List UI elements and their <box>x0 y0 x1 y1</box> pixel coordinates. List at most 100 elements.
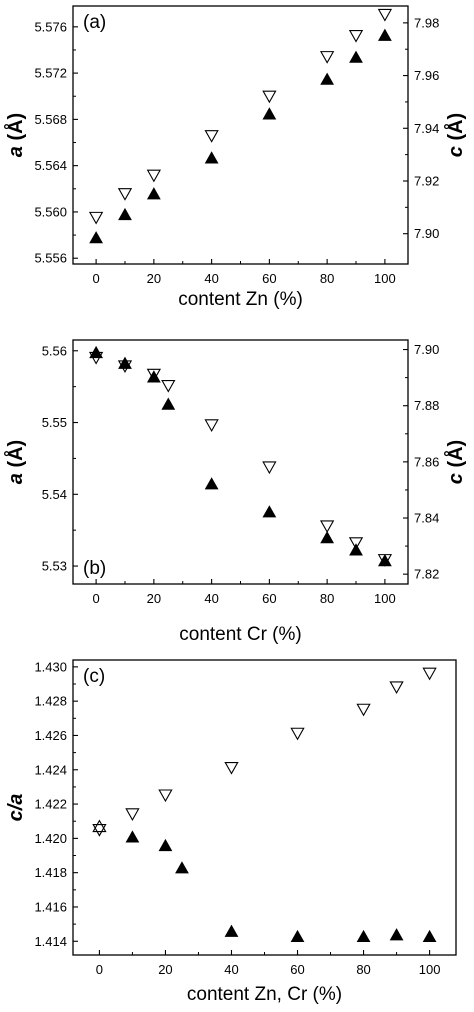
x-tick-label: 80 <box>320 591 334 606</box>
y2-tick-label: 7.90 <box>414 342 439 357</box>
y-tick-label: 5.56 <box>42 343 67 358</box>
y-tick-label: 1.416 <box>34 899 67 914</box>
y2-tick-label: 7.86 <box>414 454 439 469</box>
y-axis-left: 1.414 1.416 1.418 1.420 1.422 1.424 1.426 1.428… <box>5 659 78 949</box>
data-point-open-triangle-1 <box>117 188 133 201</box>
data-point-open-triangle-0 <box>88 351 104 365</box>
data-point-open-triangle-5 <box>389 681 404 695</box>
data-point-filled-triangle-1 <box>158 838 173 852</box>
y2-tick-label: 7.88 <box>414 398 439 413</box>
y-tick-label: 1.424 <box>34 762 67 777</box>
x-tick-label: 80 <box>356 962 370 977</box>
data-point-open-triangle-3 <box>290 727 305 741</box>
y2-tick-label: 7.84 <box>414 511 439 526</box>
x-axis-title: content Zn (%) <box>178 289 303 310</box>
panel-label: (b) <box>83 558 106 579</box>
x-axis-title: content Zn, Cr (%) <box>187 984 342 1005</box>
y-tick-label: 1.422 <box>34 797 67 812</box>
y-tick-label: 5.568 <box>34 112 67 127</box>
y-tick-label: 5.55 <box>42 415 67 430</box>
charts: 0 20 40 60 80 100 content Zn (%) 5.556 5.56 0 5.56… <box>3 5 467 1005</box>
data-point-open-triangle-6 <box>422 667 437 681</box>
x-tick-label: 60 <box>262 271 276 286</box>
panel-label: (c) <box>83 666 105 687</box>
data-point-filled-triangle-6 <box>320 531 335 544</box>
y-tick-label: 1.414 <box>34 934 67 949</box>
x-tick-label: 80 <box>320 271 334 286</box>
data-point-filled-triangle-5 <box>356 929 371 943</box>
y-tick-label: 5.556 <box>34 251 67 266</box>
data-point-filled-triangle-3 <box>224 924 239 937</box>
data-point-open-triangle-8 <box>377 554 393 567</box>
y-axis-left: 5.556 5.560 5.564 5.568 5.572 5.576 a (Å) <box>3 19 78 266</box>
x-tick-label: 0 <box>96 962 103 977</box>
data-point-filled-triangle-2 <box>146 370 161 383</box>
data-point-filled-triangle-1 <box>118 207 132 221</box>
data-point-open-triangle-1 <box>158 789 173 803</box>
data-point-open-triangle-1 <box>117 360 133 374</box>
y-axis-left: 5.53 5.54 5.55 5.56 a (Å) <box>3 343 78 574</box>
data-point-open-triangle-2 <box>146 368 162 382</box>
data-point-filled-triangle-3 <box>161 397 176 410</box>
x-axis: 0 20 40 60 80 100 content Zn (%) <box>92 259 396 310</box>
panel-label: (a) <box>83 12 106 33</box>
y-tick-label: 1.420 <box>34 831 67 846</box>
chart-panel-0: 0 20 40 60 80 100 content Zn (%) 5.556 5.560 5.56… <box>3 5 467 310</box>
x-tick-label: 40 <box>224 962 238 977</box>
data-point-open-triangle-0 <box>88 211 104 225</box>
series-0 <box>125 830 437 943</box>
data-point-open-triangle-0 <box>125 808 140 821</box>
data-point-star-0 <box>92 819 107 837</box>
x-tick-label: 20 <box>158 962 172 977</box>
x-tick-label: 100 <box>374 271 396 286</box>
x-tick-label: 40 <box>204 271 218 286</box>
data-point-open-triangle-4 <box>204 419 219 432</box>
y-tick-label: 5.572 <box>34 66 67 81</box>
data-point-filled-triangle-4 <box>262 107 277 120</box>
data-point-filled-triangle-3 <box>204 151 219 164</box>
y-axis-title: c/a <box>5 794 27 822</box>
y-axis-right: 7.90 7.92 7.94 7.96 7.98 c (Å) <box>403 15 467 241</box>
series-1 <box>88 351 393 567</box>
chart-panel-2: 0 20 40 60 80 100 content Zn, Cr (%) 1.414 1.416… <box>5 659 457 1005</box>
y-tick-label: 1.430 <box>34 659 67 674</box>
star-up-triangle <box>92 819 107 833</box>
data-point-open-triangle-5 <box>262 461 277 475</box>
x-tick-label: 20 <box>147 591 161 606</box>
data-point-filled-triangle-0 <box>125 830 140 843</box>
series-2 <box>92 819 107 837</box>
x-tick-label: 100 <box>419 962 441 977</box>
data-point-filled-triangle-7 <box>422 929 437 943</box>
data-point-open-triangle-7 <box>348 537 364 550</box>
data-point-filled-triangle-4 <box>204 477 219 490</box>
y2-tick-label: 7.94 <box>414 121 439 136</box>
y-tick-label: 5.53 <box>42 559 67 574</box>
data-point-filled-triangle-6 <box>389 928 404 941</box>
y2-tick-label: 7.82 <box>414 567 439 582</box>
y2-axis-title: c (Å) <box>443 113 467 157</box>
y-tick-label: 1.418 <box>34 865 67 880</box>
y2-tick-label: 7.92 <box>414 173 439 188</box>
data-point-filled-triangle-5 <box>320 72 335 85</box>
y2-tick-label: 7.90 <box>414 226 439 241</box>
y-tick-label: 5.54 <box>42 487 67 502</box>
series-1 <box>125 667 437 821</box>
x-axis-title: content Cr (%) <box>179 624 301 645</box>
y2-axis-title: c (Å) <box>443 440 467 484</box>
data-point-open-triangle-6 <box>348 29 364 43</box>
y-axis-title: a (Å) <box>3 440 27 484</box>
star-down-triangle <box>92 824 107 837</box>
x-tick-label: 100 <box>374 591 396 606</box>
data-point-filled-triangle-5 <box>262 505 277 518</box>
y-tick-label: 1.426 <box>34 728 67 743</box>
x-tick-label: 60 <box>290 962 304 977</box>
y2-tick-label: 7.96 <box>414 68 439 83</box>
data-point-filled-triangle-2 <box>146 187 161 200</box>
y-axis-title: a (Å) <box>3 113 27 157</box>
x-tick-label: 0 <box>92 271 99 286</box>
x-axis: 0 20 40 60 80 100 content Cr (%) <box>92 579 396 645</box>
x-tick-label: 20 <box>147 271 161 286</box>
